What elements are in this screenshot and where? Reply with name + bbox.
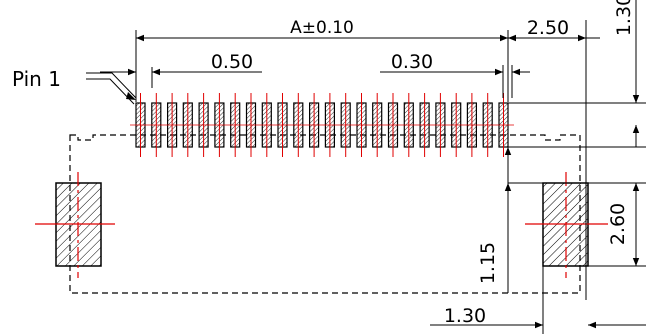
pin-array [130,93,514,157]
pin1-label: Pin 1 [12,67,61,91]
dimension-pad-width: 1.30 [430,266,646,334]
dimension-pin-width: 0.30 [380,51,530,98]
pitch-label: 0.50 [211,51,253,73]
right-mounting-pad [525,172,608,278]
edge-offset-label: 2.50 [527,17,569,39]
pad-offset-label: 1.15 [477,242,499,284]
dimension-top-height: 1.30 [613,0,640,147]
pin1-callout: Pin 1 [12,67,137,105]
dimension-edge-offset: 2.50 [508,17,600,300]
left-mounting-pad [35,172,115,278]
total-width-label: A±0.10 [290,18,354,38]
dimension-pitch: 0.50 [100,51,262,88]
top-height-label: 1.30 [613,0,635,36]
dimension-pad-height: 2.60 [607,183,640,266]
pad-width-label: 1.30 [444,305,486,327]
pad-height-label: 2.60 [607,203,629,245]
dimension-pad-offset: 1.15 [477,147,512,293]
connector-body-outline [69,134,581,294]
pin-width-label: 0.30 [391,51,433,73]
dimension-total-width: A±0.10 [135,18,509,102]
